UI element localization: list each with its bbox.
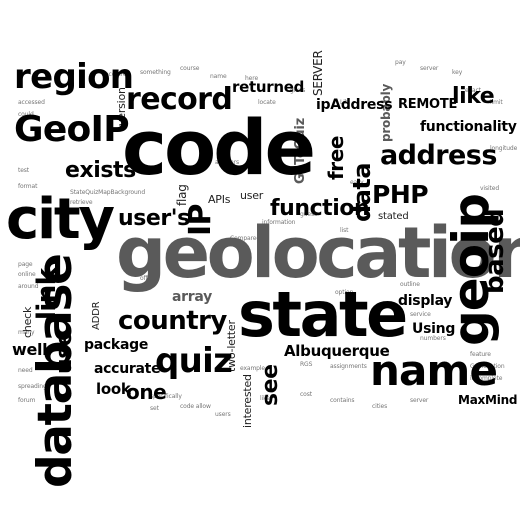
word-address: address [380,140,497,171]
word-geolocation: geolocation [116,212,520,294]
word-albuquerque: Albuquerque [284,342,390,360]
word-city: city [6,187,115,252]
word-using: Using [412,321,456,337]
word-apis: APIs [208,193,231,206]
word-see: see [258,364,283,406]
word-users: user's [118,206,190,231]
word-addr: ADDR [91,301,102,330]
word-array: array [172,289,212,305]
word-quiz: quiz [155,341,233,381]
word-one: one [126,380,167,404]
word-remote: REMOTE [398,97,458,112]
word-link: link [32,268,62,320]
word-like: like [452,84,495,109]
word-look: look [96,380,131,398]
word-stated: stated [378,211,409,222]
word-name: name [370,346,498,395]
word-display: display [398,293,453,309]
word-use: use [52,331,77,374]
word-user: user [240,189,264,202]
word-functionality: functionality [420,119,517,135]
word-ipaddress: ipAddress [316,97,393,113]
word-accurate: accurate [94,361,161,377]
word-php: PHP [372,180,429,209]
word-state: state [238,278,408,351]
word-exists: exists [65,158,136,183]
word-maxmind: MaxMind [458,393,518,407]
word-function: function [270,196,370,221]
word-data: data [348,162,376,222]
word-based: based [480,208,510,294]
word-package: package [84,337,149,353]
word-server: SERVER [311,50,325,96]
word-country: country [118,306,227,336]
word-code: code [122,103,316,192]
word-free: free [324,135,348,180]
word-well: well [12,340,48,359]
word-returned: returned [232,78,305,96]
word-ip: IP [183,204,218,236]
word-geoip-title: GeoIP [14,109,130,150]
word-region: region [14,57,134,97]
word-record: record [126,82,233,117]
word-interested: interested [241,374,254,428]
